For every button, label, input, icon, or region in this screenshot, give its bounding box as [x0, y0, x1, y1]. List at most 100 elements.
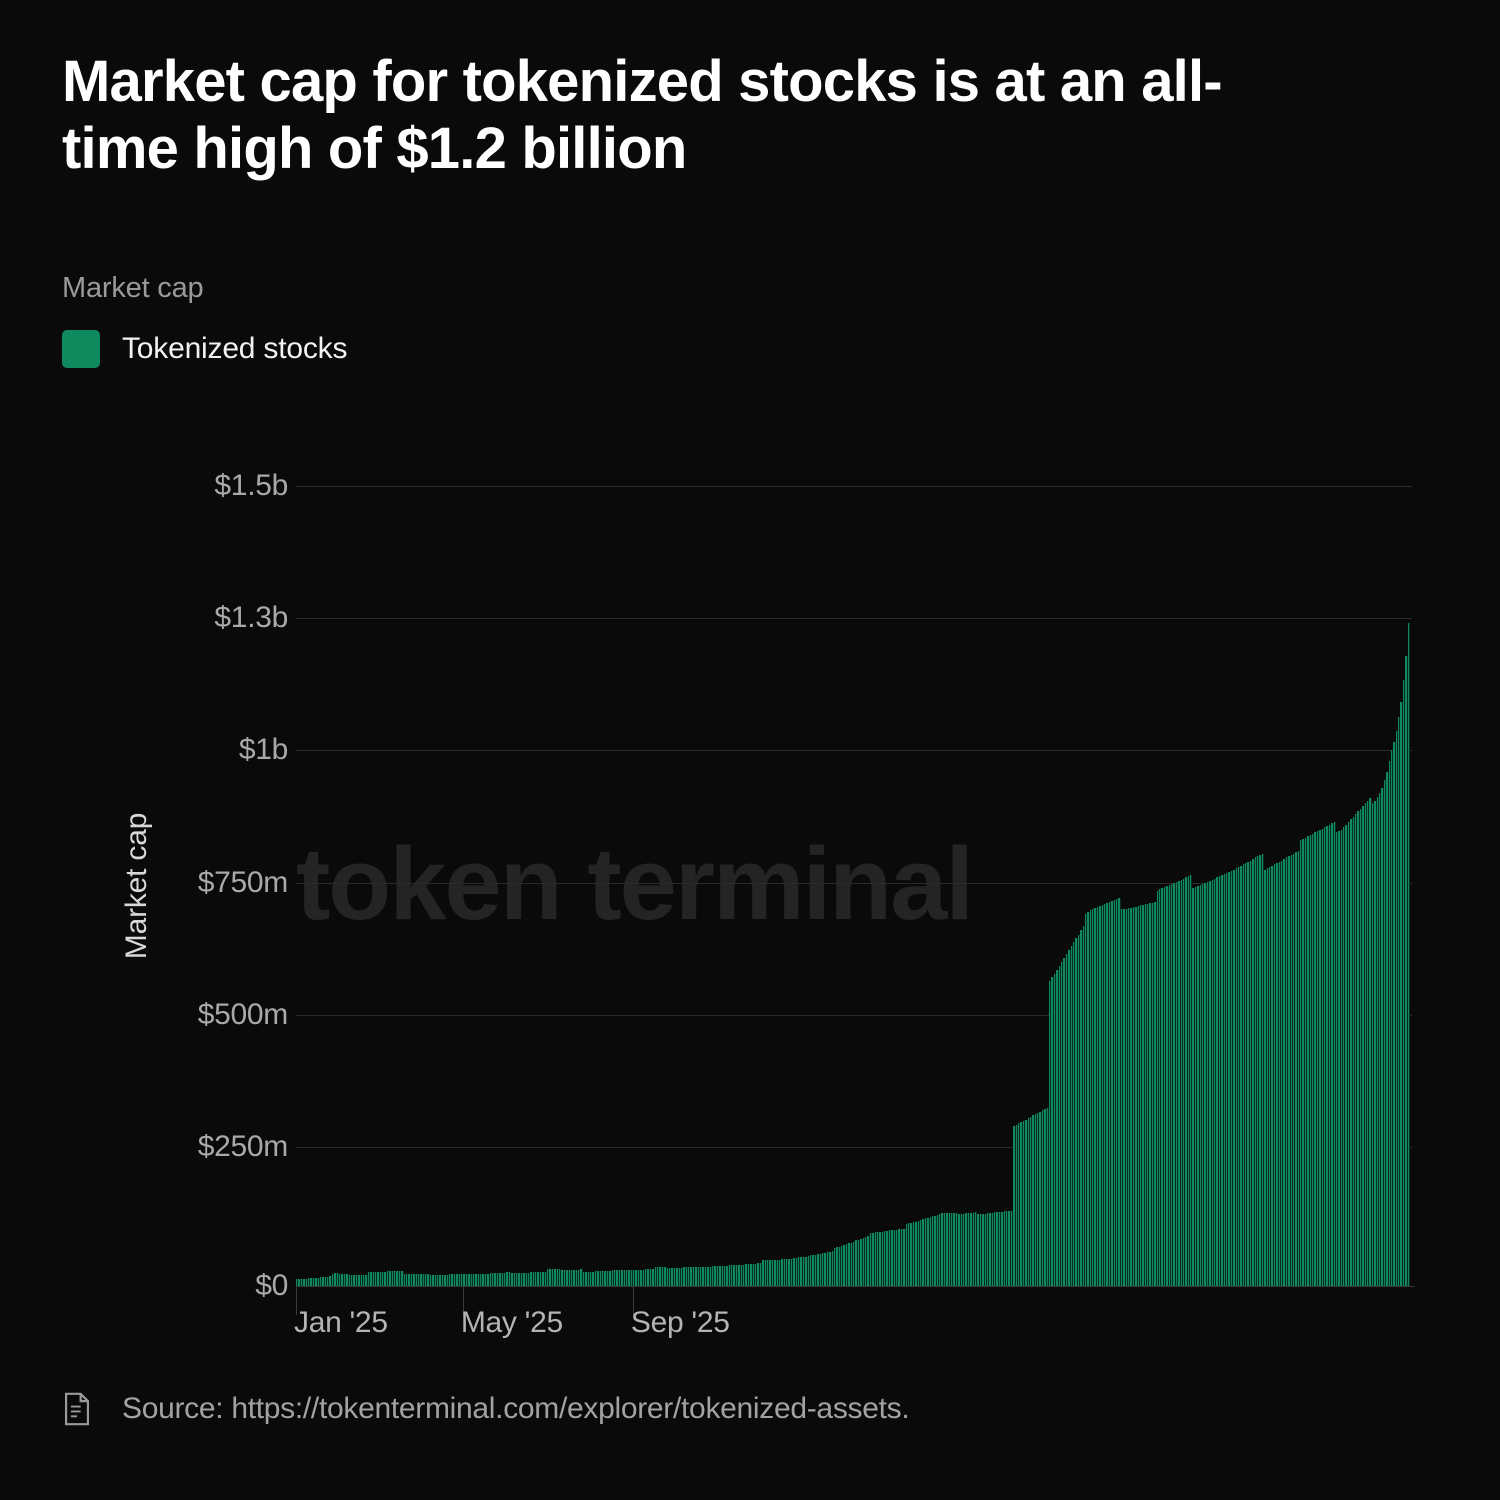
- bar[interactable]: [1374, 800, 1377, 1286]
- bar[interactable]: [841, 1246, 844, 1286]
- bar[interactable]: [640, 1269, 643, 1286]
- bar[interactable]: [1378, 792, 1382, 1286]
- bar[interactable]: [869, 1233, 873, 1286]
- bar[interactable]: [881, 1231, 885, 1286]
- bar[interactable]: [1395, 730, 1399, 1286]
- bar[interactable]: [692, 1267, 696, 1286]
- bar[interactable]: [1359, 808, 1363, 1286]
- bar[interactable]: [960, 1213, 963, 1286]
- bar[interactable]: [774, 1259, 777, 1286]
- bar[interactable]: [463, 1274, 466, 1286]
- bar[interactable]: [315, 1277, 318, 1286]
- bar[interactable]: [537, 1272, 540, 1286]
- bar[interactable]: [1113, 899, 1116, 1286]
- bar[interactable]: [905, 1223, 908, 1286]
- bar[interactable]: [403, 1273, 406, 1286]
- bar[interactable]: [1204, 882, 1207, 1286]
- bar[interactable]: [939, 1213, 942, 1286]
- bar[interactable]: [451, 1274, 454, 1286]
- bar[interactable]: [898, 1229, 901, 1286]
- bar[interactable]: [1130, 907, 1133, 1286]
- bar[interactable]: [676, 1267, 679, 1286]
- bar[interactable]: [372, 1271, 375, 1286]
- bar[interactable]: [812, 1255, 815, 1286]
- bar[interactable]: [635, 1269, 638, 1286]
- bar-series-tokenized-stocks[interactable]: [296, 486, 1412, 1286]
- bar[interactable]: [554, 1269, 557, 1286]
- bar[interactable]: [535, 1272, 538, 1286]
- bar[interactable]: [458, 1274, 461, 1286]
- bar[interactable]: [762, 1260, 765, 1286]
- bar[interactable]: [1390, 750, 1394, 1286]
- bar[interactable]: [410, 1273, 414, 1286]
- bar[interactable]: [685, 1267, 689, 1286]
- bar[interactable]: [616, 1270, 619, 1286]
- bar[interactable]: [862, 1237, 865, 1286]
- bar[interactable]: [1221, 875, 1224, 1286]
- bar[interactable]: [781, 1259, 784, 1286]
- bar[interactable]: [1331, 823, 1334, 1286]
- bar[interactable]: [389, 1271, 392, 1286]
- bar[interactable]: [1096, 907, 1100, 1286]
- bar[interactable]: [1273, 864, 1277, 1286]
- bar[interactable]: [690, 1267, 693, 1286]
- bar[interactable]: [721, 1266, 724, 1286]
- bar[interactable]: [408, 1273, 411, 1286]
- bar[interactable]: [1029, 1117, 1033, 1286]
- bar[interactable]: [413, 1274, 416, 1286]
- bar[interactable]: [984, 1213, 987, 1286]
- bar[interactable]: [919, 1219, 923, 1286]
- bar[interactable]: [523, 1272, 526, 1286]
- bar[interactable]: [1087, 911, 1090, 1286]
- bar[interactable]: [346, 1274, 349, 1286]
- bar[interactable]: [362, 1275, 366, 1286]
- bar[interactable]: [1034, 1114, 1038, 1286]
- bar[interactable]: [561, 1269, 564, 1286]
- bar[interactable]: [633, 1270, 636, 1286]
- bar[interactable]: [788, 1258, 791, 1286]
- bar[interactable]: [936, 1214, 940, 1286]
- bar[interactable]: [1249, 860, 1253, 1286]
- bar[interactable]: [468, 1274, 471, 1286]
- bar[interactable]: [594, 1271, 598, 1286]
- bar[interactable]: [1127, 908, 1131, 1286]
- bar[interactable]: [587, 1271, 591, 1286]
- bar[interactable]: [853, 1241, 856, 1286]
- bar[interactable]: [303, 1278, 306, 1286]
- bar[interactable]: [673, 1267, 677, 1286]
- bar[interactable]: [652, 1269, 655, 1286]
- bar[interactable]: [1240, 865, 1243, 1286]
- bar[interactable]: [1051, 976, 1054, 1286]
- bar[interactable]: [350, 1274, 354, 1286]
- bar[interactable]: [819, 1253, 822, 1286]
- bar[interactable]: [1082, 926, 1085, 1286]
- bar[interactable]: [900, 1229, 904, 1286]
- bar[interactable]: [1206, 881, 1210, 1286]
- bar[interactable]: [1300, 840, 1303, 1286]
- bar[interactable]: [802, 1256, 806, 1286]
- bar[interactable]: [370, 1271, 373, 1286]
- bar[interactable]: [879, 1231, 882, 1286]
- bar[interactable]: [382, 1271, 385, 1286]
- bar[interactable]: [434, 1274, 438, 1286]
- bar[interactable]: [1235, 867, 1238, 1286]
- bar[interactable]: [970, 1212, 973, 1286]
- bar[interactable]: [1137, 906, 1140, 1286]
- bar[interactable]: [310, 1278, 313, 1286]
- bar[interactable]: [427, 1274, 430, 1286]
- bar[interactable]: [688, 1267, 691, 1286]
- bar[interactable]: [494, 1273, 497, 1286]
- bar[interactable]: [1068, 950, 1071, 1286]
- bar[interactable]: [998, 1211, 1002, 1286]
- bar[interactable]: [680, 1267, 684, 1286]
- bar[interactable]: [807, 1256, 810, 1286]
- bar[interactable]: [996, 1212, 999, 1286]
- bar[interactable]: [1276, 862, 1279, 1286]
- bar[interactable]: [1156, 890, 1160, 1286]
- bar[interactable]: [896, 1229, 899, 1286]
- bar[interactable]: [750, 1263, 753, 1286]
- bar[interactable]: [563, 1269, 567, 1286]
- bar[interactable]: [525, 1272, 528, 1286]
- bar[interactable]: [1161, 888, 1164, 1286]
- bar[interactable]: [1278, 861, 1281, 1286]
